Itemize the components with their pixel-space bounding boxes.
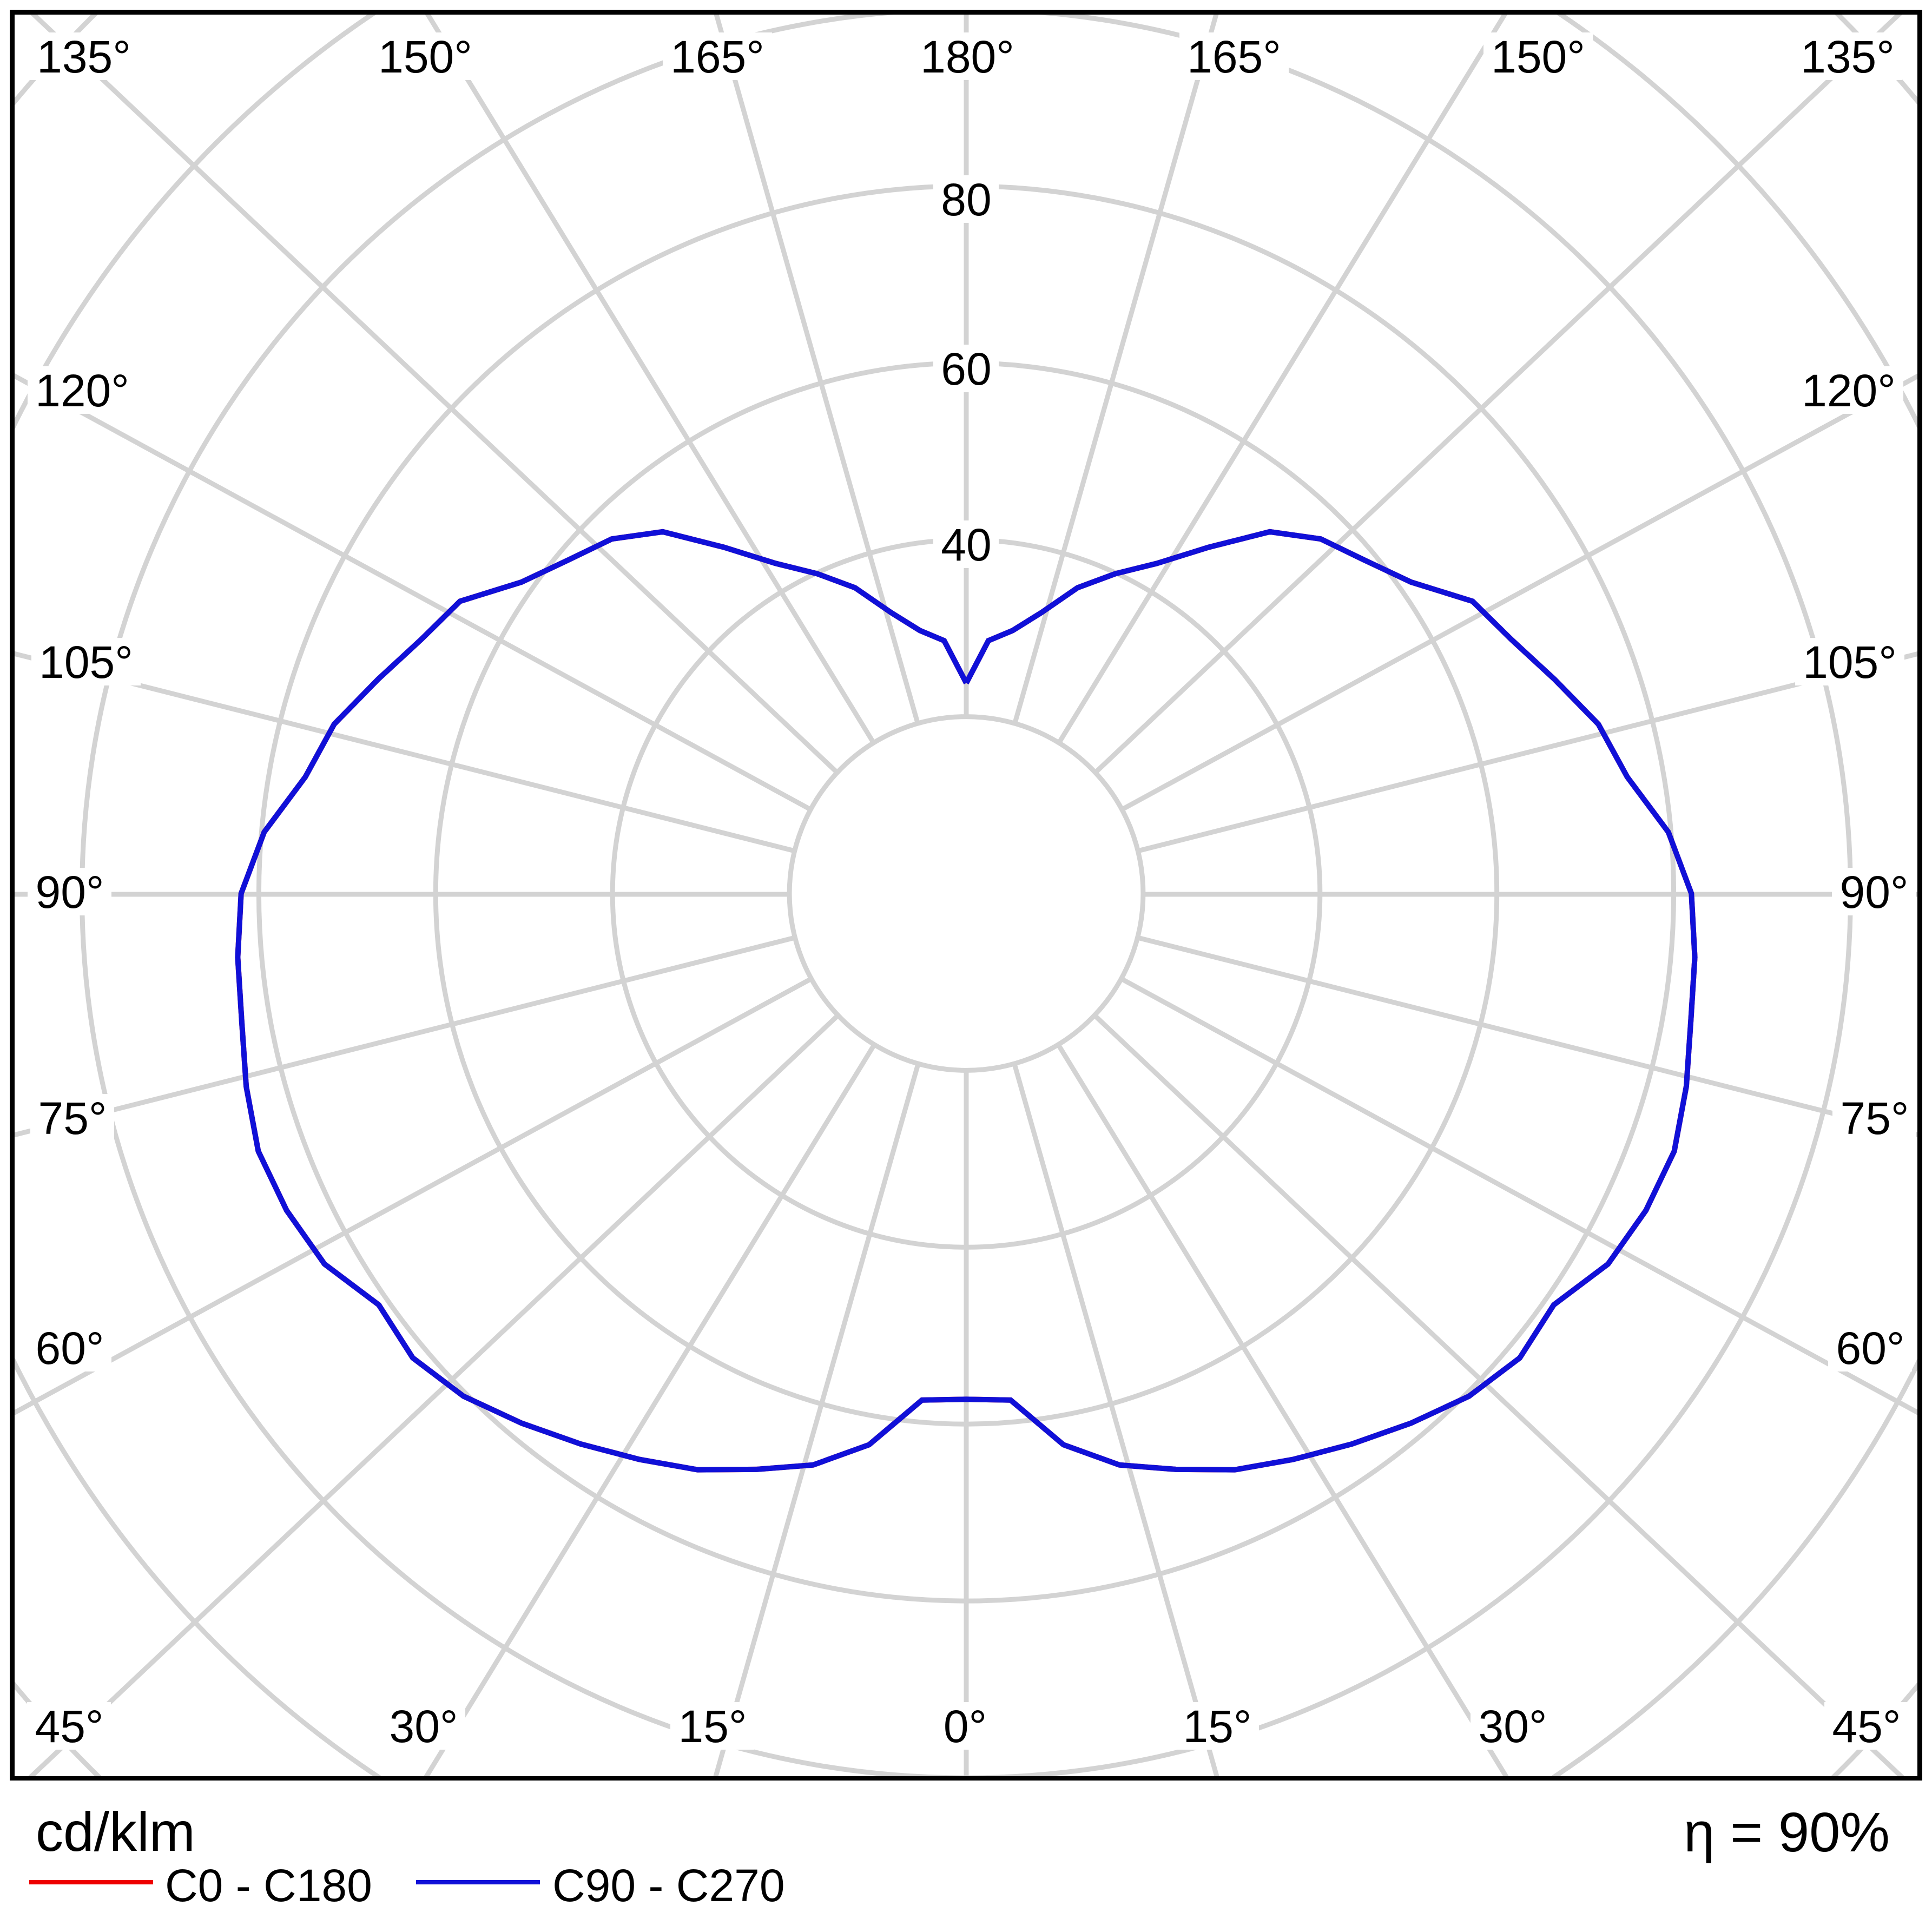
svg-text:30°: 30°	[389, 1701, 458, 1752]
svg-text:75°: 75°	[1840, 1093, 1909, 1144]
svg-text:80: 80	[941, 174, 991, 225]
svg-text:45°: 45°	[35, 1701, 103, 1752]
svg-text:30°: 30°	[1478, 1701, 1547, 1752]
svg-text:150°: 150°	[1491, 31, 1585, 82]
svg-text:165°: 165°	[1187, 31, 1281, 82]
svg-text:60: 60	[941, 344, 991, 394]
svg-text:120°: 120°	[35, 365, 129, 416]
svg-text:150°: 150°	[378, 31, 472, 82]
svg-text:135°: 135°	[37, 31, 131, 82]
svg-text:η = 90%: η = 90%	[1684, 1801, 1890, 1863]
svg-text:165°: 165°	[670, 31, 764, 82]
svg-text:cd/klm: cd/klm	[36, 1801, 195, 1863]
svg-text:60°: 60°	[1836, 1323, 1904, 1374]
svg-text:C0 - C180: C0 - C180	[165, 1860, 372, 1911]
svg-text:40: 40	[941, 519, 991, 570]
svg-text:45°: 45°	[1832, 1701, 1901, 1752]
svg-text:90°: 90°	[35, 867, 104, 918]
svg-text:105°: 105°	[39, 637, 133, 688]
svg-text:0°: 0°	[944, 1701, 987, 1752]
svg-text:75°: 75°	[38, 1093, 107, 1144]
svg-text:60°: 60°	[35, 1323, 104, 1374]
svg-text:120°: 120°	[1802, 365, 1896, 416]
svg-text:15°: 15°	[678, 1701, 747, 1752]
svg-text:180°: 180°	[920, 31, 1014, 82]
svg-text:90°: 90°	[1839, 867, 1908, 918]
svg-text:105°: 105°	[1803, 637, 1897, 688]
svg-text:C90 - C270: C90 - C270	[552, 1860, 785, 1911]
svg-text:15°: 15°	[1183, 1701, 1251, 1752]
svg-text:135°: 135°	[1801, 31, 1895, 82]
